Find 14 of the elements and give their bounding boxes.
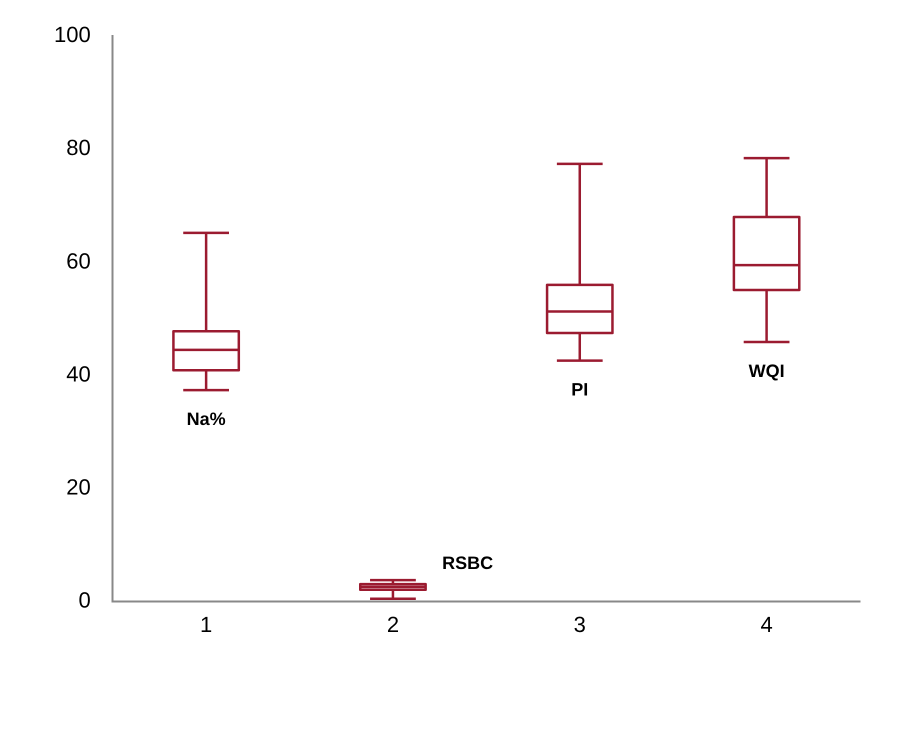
x-tick-label: 3 <box>574 612 586 637</box>
y-tick-label: 0 <box>78 588 91 613</box>
x-tick-label: 2 <box>386 612 400 637</box>
annotation: Na% <box>186 409 226 430</box>
y-tick-label: 60 <box>66 248 91 274</box>
x-tick-label: 1 <box>200 612 212 637</box>
y-tick-label: 100 <box>54 22 91 48</box>
annotation: PI <box>571 380 588 400</box>
x-tick-label: 4 <box>760 612 773 637</box>
y-tick-label: 40 <box>66 361 91 386</box>
annotation: WQI <box>748 360 785 381</box>
y-tick-label: 20 <box>66 474 91 500</box>
y-tick-label: 80 <box>66 135 91 160</box>
annotation: RSBC <box>442 553 494 574</box>
